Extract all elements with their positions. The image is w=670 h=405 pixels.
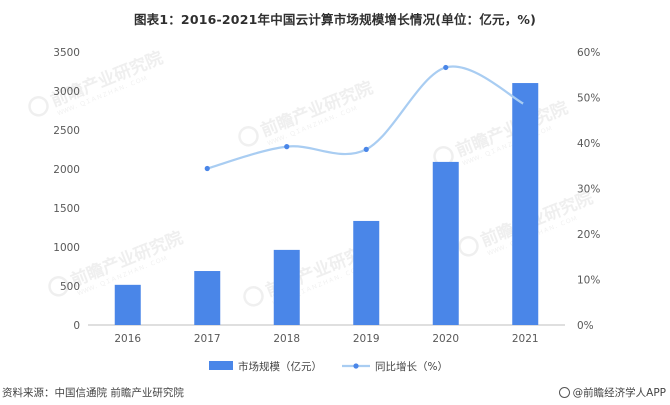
y-axis-left: 0 500 1000 1500 2000 2500 3000 3500	[53, 47, 80, 332]
y-right-tick-label: 20%	[577, 229, 600, 241]
bar-series	[114, 83, 539, 325]
bar	[353, 220, 380, 325]
x-tick-label: 2019	[353, 333, 380, 345]
legend: 市场规模（亿元） 同比增长（%）	[209, 360, 448, 373]
x-axis: 2016 2017 2018 2019 2020 2021	[114, 333, 538, 345]
x-tick-label: 2016	[114, 333, 141, 345]
y-right-tick-label: 60%	[577, 47, 600, 59]
watermark-logo-icon	[28, 96, 49, 117]
y-axis-right: 0% 10% 20% 30% 40% 50% 60%	[577, 47, 600, 332]
watermark-logo-icon	[458, 236, 479, 257]
watermark-logo-icon	[238, 126, 259, 147]
watermark-logo-icon	[243, 286, 264, 307]
line-point	[522, 102, 528, 108]
line-point	[443, 64, 449, 71]
brand-label: @前瞻经济学人APP	[572, 387, 666, 399]
y-left-tick-label: 3000	[53, 86, 80, 98]
legend-swatch-bar	[209, 361, 233, 370]
x-tick-label: 2017	[194, 333, 221, 345]
watermark-text: 前瞻产业研究院	[453, 97, 571, 161]
line-point	[204, 165, 210, 172]
y-left-tick-label: 0	[73, 320, 80, 332]
watermark-text: 前瞻产业研究院	[258, 77, 376, 141]
watermark-text: 前瞻产业研究院	[68, 227, 186, 291]
y-right-tick-label: 10%	[577, 275, 600, 287]
y-left-tick-label: 3500	[53, 47, 80, 59]
bar	[273, 249, 300, 325]
qianzhan-logo-icon	[558, 387, 570, 398]
y-right-tick-label: 40%	[577, 138, 600, 150]
x-tick-label: 2018	[273, 333, 300, 345]
bar	[114, 284, 141, 325]
y-left-tick-label: 500	[60, 281, 80, 293]
watermark-logo-icon	[48, 276, 69, 297]
line-series	[204, 64, 528, 172]
y-left-tick-label: 2000	[53, 164, 80, 176]
bar	[194, 271, 221, 325]
bar	[432, 161, 459, 325]
bar	[512, 83, 539, 325]
legend-swatch-point	[353, 363, 359, 369]
legend-label: 同比增长（%）	[375, 360, 448, 373]
line-point	[363, 146, 369, 152]
brand-credit: @前瞻经济学人APP	[558, 385, 666, 400]
y-left-tick-label: 1000	[53, 242, 80, 254]
y-right-tick-label: 50%	[577, 93, 600, 105]
x-tick-label: 2021	[512, 333, 539, 345]
y-left-tick-label: 1500	[53, 203, 80, 215]
y-right-tick-label: 30%	[577, 184, 600, 196]
legend-label: 市场规模（亿元）	[238, 360, 322, 373]
source-note: 资料来源：中国信通院 前瞻产业研究院	[2, 387, 184, 399]
line-point	[284, 144, 290, 150]
y-left-tick-label: 2500	[53, 125, 80, 137]
chart-title: 图表1：2016-2021年中国云计算市场规模增长情况(单位：亿元，%)	[133, 12, 537, 27]
y-right-tick-label: 0%	[577, 320, 594, 332]
x-tick-label: 2020	[432, 333, 459, 345]
